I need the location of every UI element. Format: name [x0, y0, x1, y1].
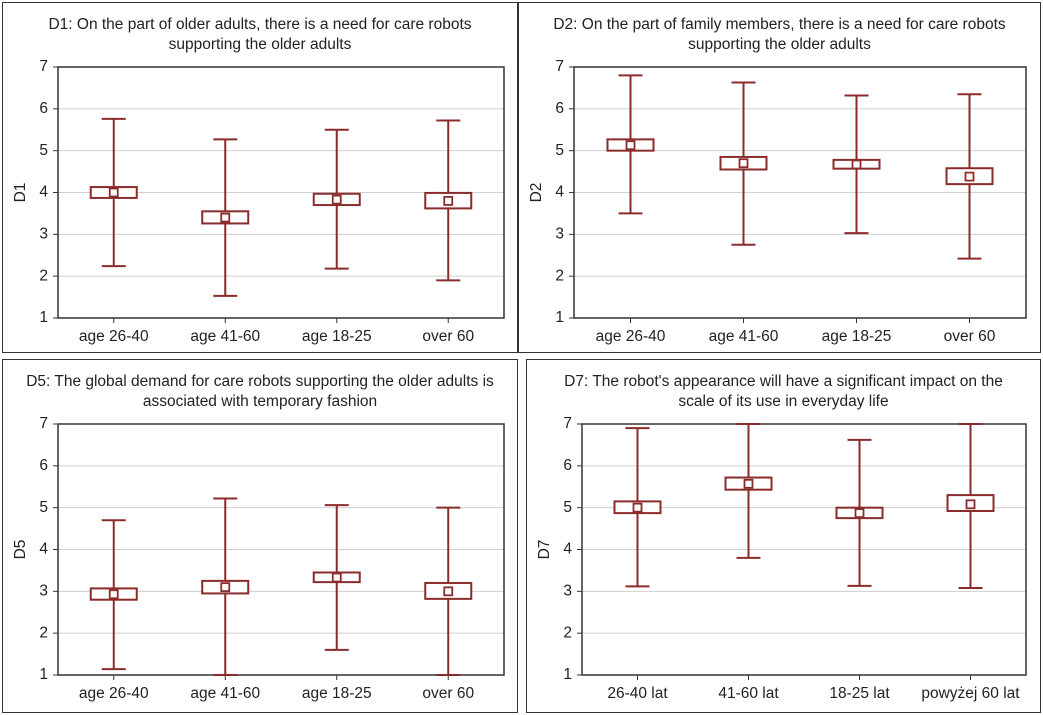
y-tick-label: 6 [563, 457, 572, 474]
y-tick-label: 7 [563, 415, 572, 432]
mean-marker [965, 499, 976, 510]
chart: 1 2 3 4 5 6 7 D2 age 26-40 age 41-60 age 18-25 over… [528, 58, 1027, 345]
x-tick-label: 41-60 lat [718, 685, 779, 702]
y-tick-label: 3 [555, 225, 564, 242]
y-tick-label: 1 [39, 309, 48, 326]
chart-title: D5: The global demand for care robots su… [26, 373, 494, 410]
x-tick-label: age 41-60 [709, 328, 779, 345]
mean-marker [443, 195, 454, 206]
y-tick-label: 7 [555, 58, 564, 75]
x-tick-label: age 18-25 [302, 685, 372, 702]
x-tick-label: age 26-40 [596, 328, 666, 345]
chart-panel: 1 2 3 4 5 6 7 D2 age 26-40 age 41-60 age 18-25 over… [518, 2, 1041, 353]
y-axis-label: D5 [12, 540, 29, 560]
chart-panel: 1 2 3 4 5 6 7 D7 26-40 lat 41-60 lat 18-25 lat powy… [526, 359, 1041, 713]
mean-marker [632, 502, 643, 513]
x-tick-label: age 41-60 [190, 685, 260, 702]
y-tick-label: 5 [39, 142, 48, 159]
x-tick-label: age 41-60 [190, 328, 260, 345]
mean-marker [854, 508, 865, 519]
chart: 1 2 3 4 5 6 7 D1 age 26-40 age 41-60 age 18-25 over… [12, 58, 505, 345]
y-tick-label: 2 [39, 624, 48, 641]
chart-panel: 1 2 3 4 5 6 7 D5 age 26-40 age 41-60 age 18-25 over… [2, 359, 518, 713]
y-tick-label: 7 [39, 415, 48, 432]
y-tick-label: 4 [39, 184, 48, 201]
y-axis-label: D1 [12, 183, 29, 203]
x-tick-label: over 60 [944, 328, 996, 345]
x-tick-label: powyżej 60 lat [921, 685, 1020, 702]
x-tick-label: over 60 [422, 328, 474, 345]
chart-panel: 1 2 3 4 5 6 7 D1 age 26-40 age 41-60 age 18-25 over… [2, 2, 518, 353]
mean-marker [220, 212, 231, 223]
y-tick-label: 5 [555, 142, 564, 159]
mean-marker [738, 158, 749, 169]
mean-marker [220, 582, 231, 593]
chart-title: D2: On the part of family members, there… [553, 16, 1006, 53]
y-tick-label: 3 [563, 582, 572, 599]
mean-marker [964, 171, 975, 182]
y-tick-label: 4 [39, 541, 48, 558]
y-tick-label: 2 [39, 267, 48, 284]
chart-title: D7: The robot's appearance will have a s… [564, 373, 1003, 410]
mean-marker [443, 586, 454, 597]
plot-frame [57, 423, 505, 676]
x-tick-label: 26-40 lat [607, 685, 668, 702]
y-tick-label: 6 [555, 100, 564, 117]
mean-marker [743, 478, 754, 489]
y-tick-label: 1 [39, 666, 48, 683]
mean-marker [851, 159, 862, 170]
y-tick-label: 4 [563, 541, 572, 558]
x-tick-label: age 26-40 [79, 328, 149, 345]
y-tick-label: 5 [39, 499, 48, 516]
y-tick-label: 3 [39, 582, 48, 599]
y-axis-label: D2 [528, 183, 545, 203]
y-tick-label: 1 [555, 309, 564, 326]
y-tick-label: 7 [39, 58, 48, 75]
x-tick-label: age 26-40 [79, 685, 149, 702]
x-tick-label: age 18-25 [302, 328, 372, 345]
mean-marker [331, 194, 342, 205]
y-tick-label: 5 [563, 499, 572, 516]
plot-frame [581, 423, 1027, 676]
chart: 1 2 3 4 5 6 7 D5 age 26-40 age 41-60 age 18-25 over… [12, 415, 505, 702]
y-tick-label: 2 [555, 267, 564, 284]
y-tick-label: 3 [39, 225, 48, 242]
mean-marker [625, 140, 636, 151]
y-tick-label: 4 [555, 184, 564, 201]
y-tick-label: 6 [39, 100, 48, 117]
chart-title: D1: On the part of older adults, there i… [48, 16, 472, 53]
mean-marker [331, 572, 342, 583]
plot-frame [573, 66, 1027, 319]
y-axis-label: D7 [536, 540, 553, 560]
y-tick-label: 2 [563, 624, 572, 641]
mean-marker [108, 187, 119, 198]
y-tick-label: 6 [39, 457, 48, 474]
x-tick-label: age 18-25 [822, 328, 892, 345]
plot-frame [57, 66, 505, 319]
chart: 1 2 3 4 5 6 7 D7 26-40 lat 41-60 lat 18-25 lat powy… [536, 415, 1027, 702]
y-tick-label: 1 [563, 666, 572, 683]
mean-marker [108, 589, 119, 600]
x-tick-label: 18-25 lat [829, 685, 890, 702]
x-tick-label: over 60 [422, 685, 474, 702]
